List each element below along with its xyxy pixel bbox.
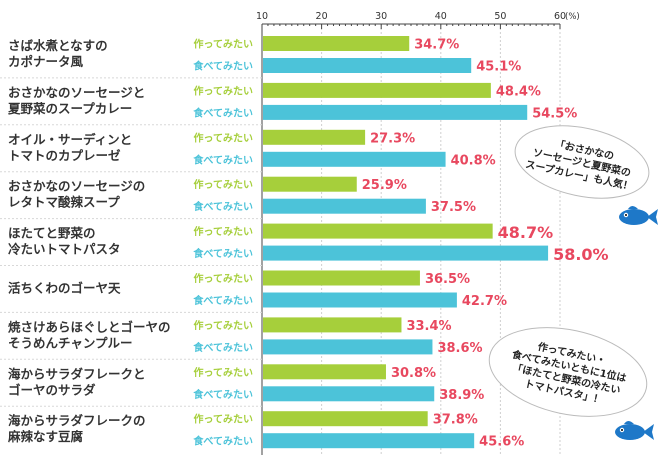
series-label-eat: 食べてみたい [192, 388, 253, 401]
data-label: 45.6% [479, 435, 524, 450]
series-label-make: 作ってみたい [194, 319, 254, 332]
fish-fin [624, 421, 634, 424]
bar-make [263, 364, 386, 380]
category-label: 夏野菜のスープカレー [7, 101, 132, 116]
bar-eat [263, 245, 549, 261]
bar-make [263, 82, 491, 98]
series-label-eat: 食べてみたい [192, 60, 253, 73]
x-tick-label: 60 [554, 11, 566, 22]
data-label: 27.3% [370, 131, 415, 146]
category-label: カポナータ風 [8, 54, 84, 69]
bar-eat [263, 198, 426, 214]
series-label-eat: 食べてみたい [192, 247, 253, 260]
category-label: ゴーヤのサラダ [8, 382, 96, 397]
series-label-make: 作ってみたい [194, 366, 254, 379]
data-label: 34.7% [414, 38, 459, 53]
category-label: トマトのカプレーゼ [8, 148, 121, 163]
category-label: オイル・サーディンと [8, 132, 132, 147]
series-label-make: 作ってみたい [194, 131, 254, 144]
data-label: 58.0% [553, 245, 609, 264]
fish-icon [619, 206, 658, 225]
category-label: 冷たいトマトパスタ [8, 242, 121, 257]
data-label: 37.5% [431, 200, 476, 215]
series-label-make: 作ってみたい [194, 178, 254, 191]
fish-icon [615, 421, 654, 440]
category-label: レタトマ酸辣スープ [8, 195, 120, 210]
series-label-make: 作ってみたい [194, 225, 254, 238]
x-tick-label: 40 [435, 11, 447, 22]
bar-eat [263, 339, 433, 355]
x-tick-label: 30 [375, 11, 387, 22]
bar-make [263, 129, 366, 145]
bar-make [263, 36, 410, 51]
x-tick-label: 20 [316, 11, 328, 22]
bar-make [263, 270, 420, 286]
data-label: 40.8% [451, 153, 496, 168]
bar-eat [263, 292, 457, 308]
bar-make [263, 176, 357, 192]
series-label-eat: 食べてみたい [192, 153, 253, 166]
bar-make [263, 317, 402, 333]
series-label-make: 作ってみたい [194, 38, 254, 51]
fish-pupil [625, 214, 627, 216]
x-tick-label: 10 [256, 11, 268, 22]
category-label: ほたてと野菜の [8, 226, 96, 241]
x-tick-label: 50 [494, 11, 506, 22]
bar-make [263, 223, 493, 239]
category-label: さば水煮となすの [8, 38, 108, 53]
bar-eat [263, 104, 528, 120]
bubble-shape [488, 327, 648, 417]
grid-layer [0, 23, 561, 455]
series-label-make: 作ってみたい [194, 84, 254, 97]
category-label: 麻辣なす豆腐 [7, 429, 84, 444]
data-label: 45.1% [476, 60, 521, 75]
series-label-eat: 食べてみたい [192, 200, 253, 213]
category-label: 海からサラダフレークの [8, 413, 146, 428]
category-label: おさかなのソーセージと [8, 85, 145, 100]
category-label: そうめんチャンプルー [8, 335, 133, 350]
fish-fin [628, 206, 638, 209]
data-label: 54.5% [532, 106, 577, 121]
axis-layer: (%) [565, 12, 580, 22]
data-label: 38.9% [439, 388, 484, 403]
bubble-shape [514, 125, 650, 199]
series-label-eat: 食べてみたい [192, 294, 253, 307]
data-label: 48.7% [498, 223, 554, 242]
data-label: 42.7% [462, 294, 507, 309]
bar-eat [263, 58, 472, 73]
fish-body [619, 209, 649, 225]
category-label: 活ちくわのゴーヤ天 [8, 281, 121, 296]
series-label-make: 作ってみたい [194, 413, 254, 426]
bar-eat [263, 386, 435, 402]
fish-body [615, 424, 645, 440]
data-label: 30.8% [391, 366, 436, 381]
category-label: 海からサラダフレークと [8, 366, 146, 381]
fish-pupil [621, 429, 623, 431]
bars-layer [263, 36, 549, 449]
data-label: 25.9% [362, 178, 407, 193]
data-label: 48.4% [496, 84, 541, 99]
fish-tail [643, 424, 654, 440]
bar-make [263, 411, 428, 427]
series-label-eat: 食べてみたい [192, 106, 253, 119]
data-label: 36.5% [425, 272, 470, 287]
bar-eat [263, 433, 475, 449]
data-label: 37.8% [433, 413, 478, 428]
bar-eat [263, 151, 446, 167]
data-label: 33.4% [406, 319, 451, 334]
data-label: 38.6% [437, 341, 482, 356]
fish-tail [647, 209, 658, 225]
category-label: 焼さけあらほぐしとゴーヤの [8, 319, 171, 334]
series-label-eat: 食べてみたい [192, 435, 253, 448]
series-label-eat: 食べてみたい [192, 341, 253, 354]
category-label: おさかなのソーセージの [8, 179, 145, 194]
x-axis-unit-label: (%) [565, 12, 580, 22]
series-label-make: 作ってみたい [194, 272, 254, 285]
